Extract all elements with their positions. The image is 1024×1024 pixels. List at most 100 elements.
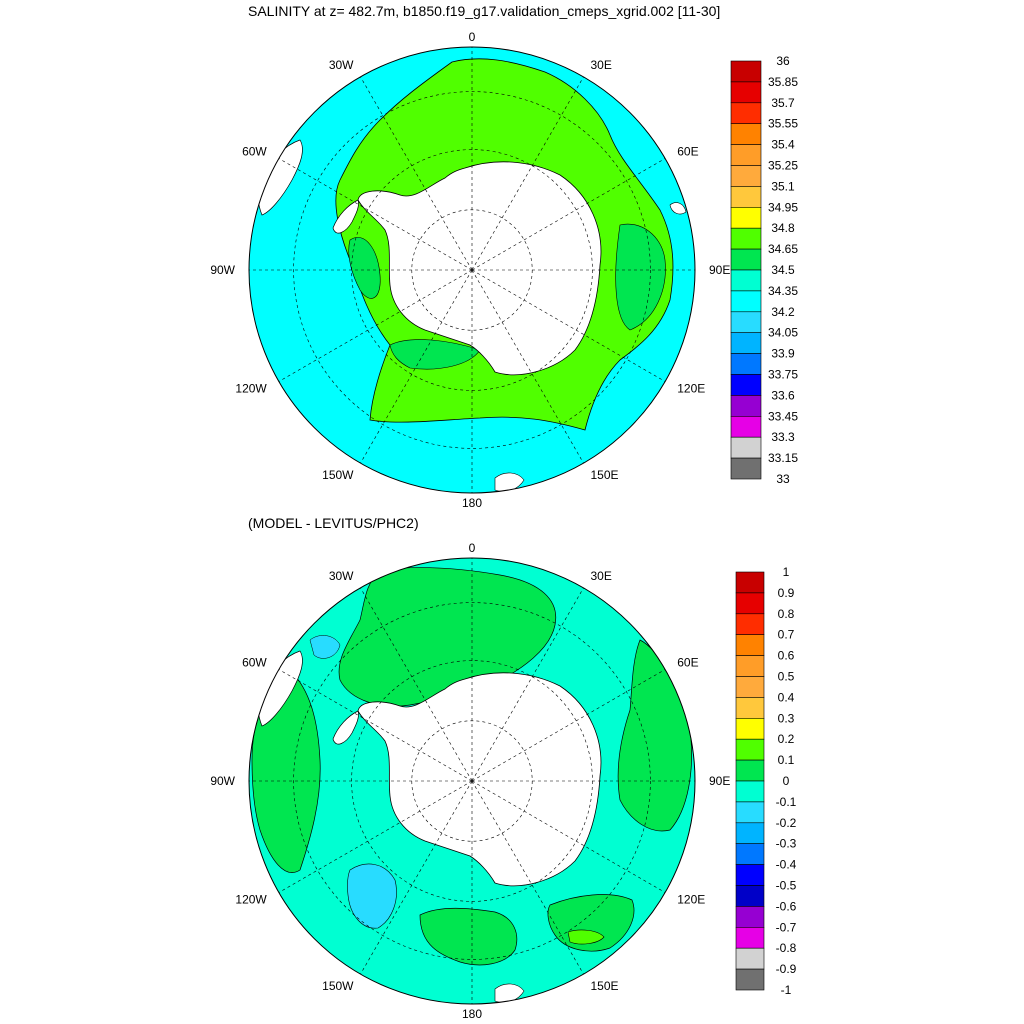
top-colorbar-box: [730, 311, 762, 333]
bottom-colorbar-box: [735, 926, 765, 949]
bottom-colorbar-box: [735, 571, 765, 594]
bottom-colorbar: 1 0.9 0.8 0.7 0.6 0.5 0.4 0.3 0.2 0.1 0 -0.1 -0.2 -0.…: [735, 565, 797, 997]
top-new-zealand: [494, 472, 525, 492]
top-colorbar-label: 34.05: [768, 326, 798, 340]
top-colorbar-box: [730, 332, 762, 354]
top-meridian-line: [360, 269, 473, 464]
bottom-colorbar-box: [735, 822, 765, 844]
top-lon-label: 90W: [210, 263, 235, 277]
bottom-meridian-line: [360, 587, 473, 782]
bottom-colorbar-box: [735, 592, 765, 615]
top-colorbar-box: [730, 290, 762, 313]
bottom-colorbar-label: -0.2: [776, 816, 797, 830]
top-colorbar-label: 35.4: [771, 138, 795, 152]
bottom-colorbar-label: 0.3: [778, 711, 795, 725]
top-colorbar-box: [730, 60, 762, 83]
bottom-lon-label: 180: [462, 1007, 482, 1021]
bottom-meridian-line: [471, 780, 666, 893]
bottom-antarctic-peninsula: [332, 710, 359, 745]
top-colorbar-label: 35.7: [771, 96, 795, 110]
top-lon-label: 180: [462, 496, 482, 510]
bottom-colorbar-box: [735, 947, 765, 970]
bottom-colorbar-label: -0.5: [776, 879, 797, 893]
top-polar-map: 0 30E 60E 90E 120E 150E 180 150W 120W 90W 60W 30W: [210, 30, 730, 510]
bottom-colorbar-label: 0.5: [778, 670, 795, 684]
top-colorbar-box: [730, 123, 762, 145]
top-lon-label: 30E: [591, 58, 612, 72]
bottom-colorbar-box: [735, 717, 765, 740]
top-colorbar-label: 33.75: [768, 368, 798, 382]
top-latitude-ring: [293, 91, 651, 449]
bottom-lightgreen-spot: [567, 929, 605, 945]
top-colorbar-box: [730, 227, 762, 250]
bottom-colorbar-label: 0.2: [778, 732, 795, 746]
bottom-colorbar-box: [735, 906, 765, 928]
bottom-colorbar-label: 0.1: [778, 753, 795, 767]
top-colorbar-box: [730, 395, 762, 417]
top-colorbar-box: [730, 248, 762, 271]
top-longitude-labels: 0 30E 60E 90E 120E 150E 180 150W 120W 90W 60W 30W: [210, 30, 730, 510]
top-colorbar-box: [730, 144, 762, 166]
bottom-colorbar-label: 0.6: [778, 649, 795, 663]
bottom-blue-patch: [347, 863, 397, 929]
top-lon-label: 30W: [329, 58, 354, 72]
top-colorbar-box: [730, 374, 762, 396]
bottom-lon-label: 30W: [329, 569, 354, 583]
top-antarctic-peninsula: [332, 199, 359, 234]
bottom-colorbar-label: -0.9: [776, 962, 797, 976]
bottom-colorbar-box: [735, 864, 765, 886]
top-colorbar-label: 35.55: [768, 117, 798, 131]
top-colorbar-label: 34.5: [771, 263, 795, 277]
bottom-new-zealand: [494, 983, 525, 1003]
bottom-colorbar-box: [735, 759, 765, 782]
top-colorbar-label: 33.45: [768, 409, 798, 423]
top-meridian-line: [471, 158, 666, 271]
top-meridian-line: [471, 269, 666, 382]
bottom-colorbar-label: 0.7: [778, 628, 795, 642]
bottom-colorbar-label: -0.7: [776, 920, 797, 934]
bottom-lon-label: 120W: [235, 893, 267, 907]
top-colorbar-label: 34.95: [768, 200, 798, 214]
bottom-lon-label: 30E: [591, 569, 612, 583]
bottom-graticule: [249, 558, 695, 1004]
top-bluegreen-patch-2: [389, 339, 481, 370]
bottom-colorbar-box: [735, 968, 765, 991]
top-lon-label: 60E: [677, 145, 698, 159]
top-colorbar-box: [730, 269, 762, 292]
top-colorbar-label: 33.9: [771, 347, 795, 361]
top-bluegreen-patch: [615, 223, 666, 331]
top-meridian-line: [471, 269, 584, 464]
top-colorbar-box: [730, 186, 762, 208]
bottom-colorbar-label: -0.6: [776, 899, 797, 913]
bottom-lon-label: 120E: [677, 893, 705, 907]
top-colorbar-label: 34.8: [771, 221, 795, 235]
top-colorbar-label: 35.25: [768, 159, 798, 173]
top-meridian-line: [278, 158, 473, 271]
bottom-colorbar-box: [735, 655, 765, 677]
top-graticule: [249, 47, 695, 493]
top-colorbar-label: 36: [776, 54, 790, 68]
bottom-longitude-labels: 0 30E 60E 90E 120E 150E 180 150W 120W 90W 60W 30W: [210, 541, 730, 1021]
bottom-meridian-line: [278, 669, 473, 782]
top-colorbar-box: [730, 457, 762, 480]
bottom-lon-label: 90E: [709, 774, 730, 788]
top-lon-label: 60W: [242, 145, 267, 159]
bottom-colorbar-box: [735, 843, 765, 865]
top-colorbar-label: 34.2: [771, 305, 795, 319]
bottom-colorbar-box: [735, 738, 765, 761]
bottom-colorbar-label: 1: [783, 565, 790, 579]
bottom-lon-label: 60W: [242, 656, 267, 670]
bottom-lon-label: 150W: [322, 979, 354, 993]
bottom-lon-label: 150E: [591, 979, 619, 993]
top-colorbar-label: 35.1: [771, 179, 795, 193]
top-colorbar-label: 34.35: [768, 284, 798, 298]
bottom-colorbar-box: [735, 801, 765, 824]
top-colorbar-label: 33.15: [768, 451, 798, 465]
bottom-blue-patch-2: [309, 635, 341, 659]
bottom-meridian-line: [278, 780, 473, 893]
top-colorbar-label: 33: [776, 472, 790, 486]
top-lon-label: 90E: [709, 263, 730, 277]
top-colorbar-box: [730, 102, 762, 125]
bottom-map-title: (MODEL - LEVITUS/PHC2): [248, 515, 419, 531]
